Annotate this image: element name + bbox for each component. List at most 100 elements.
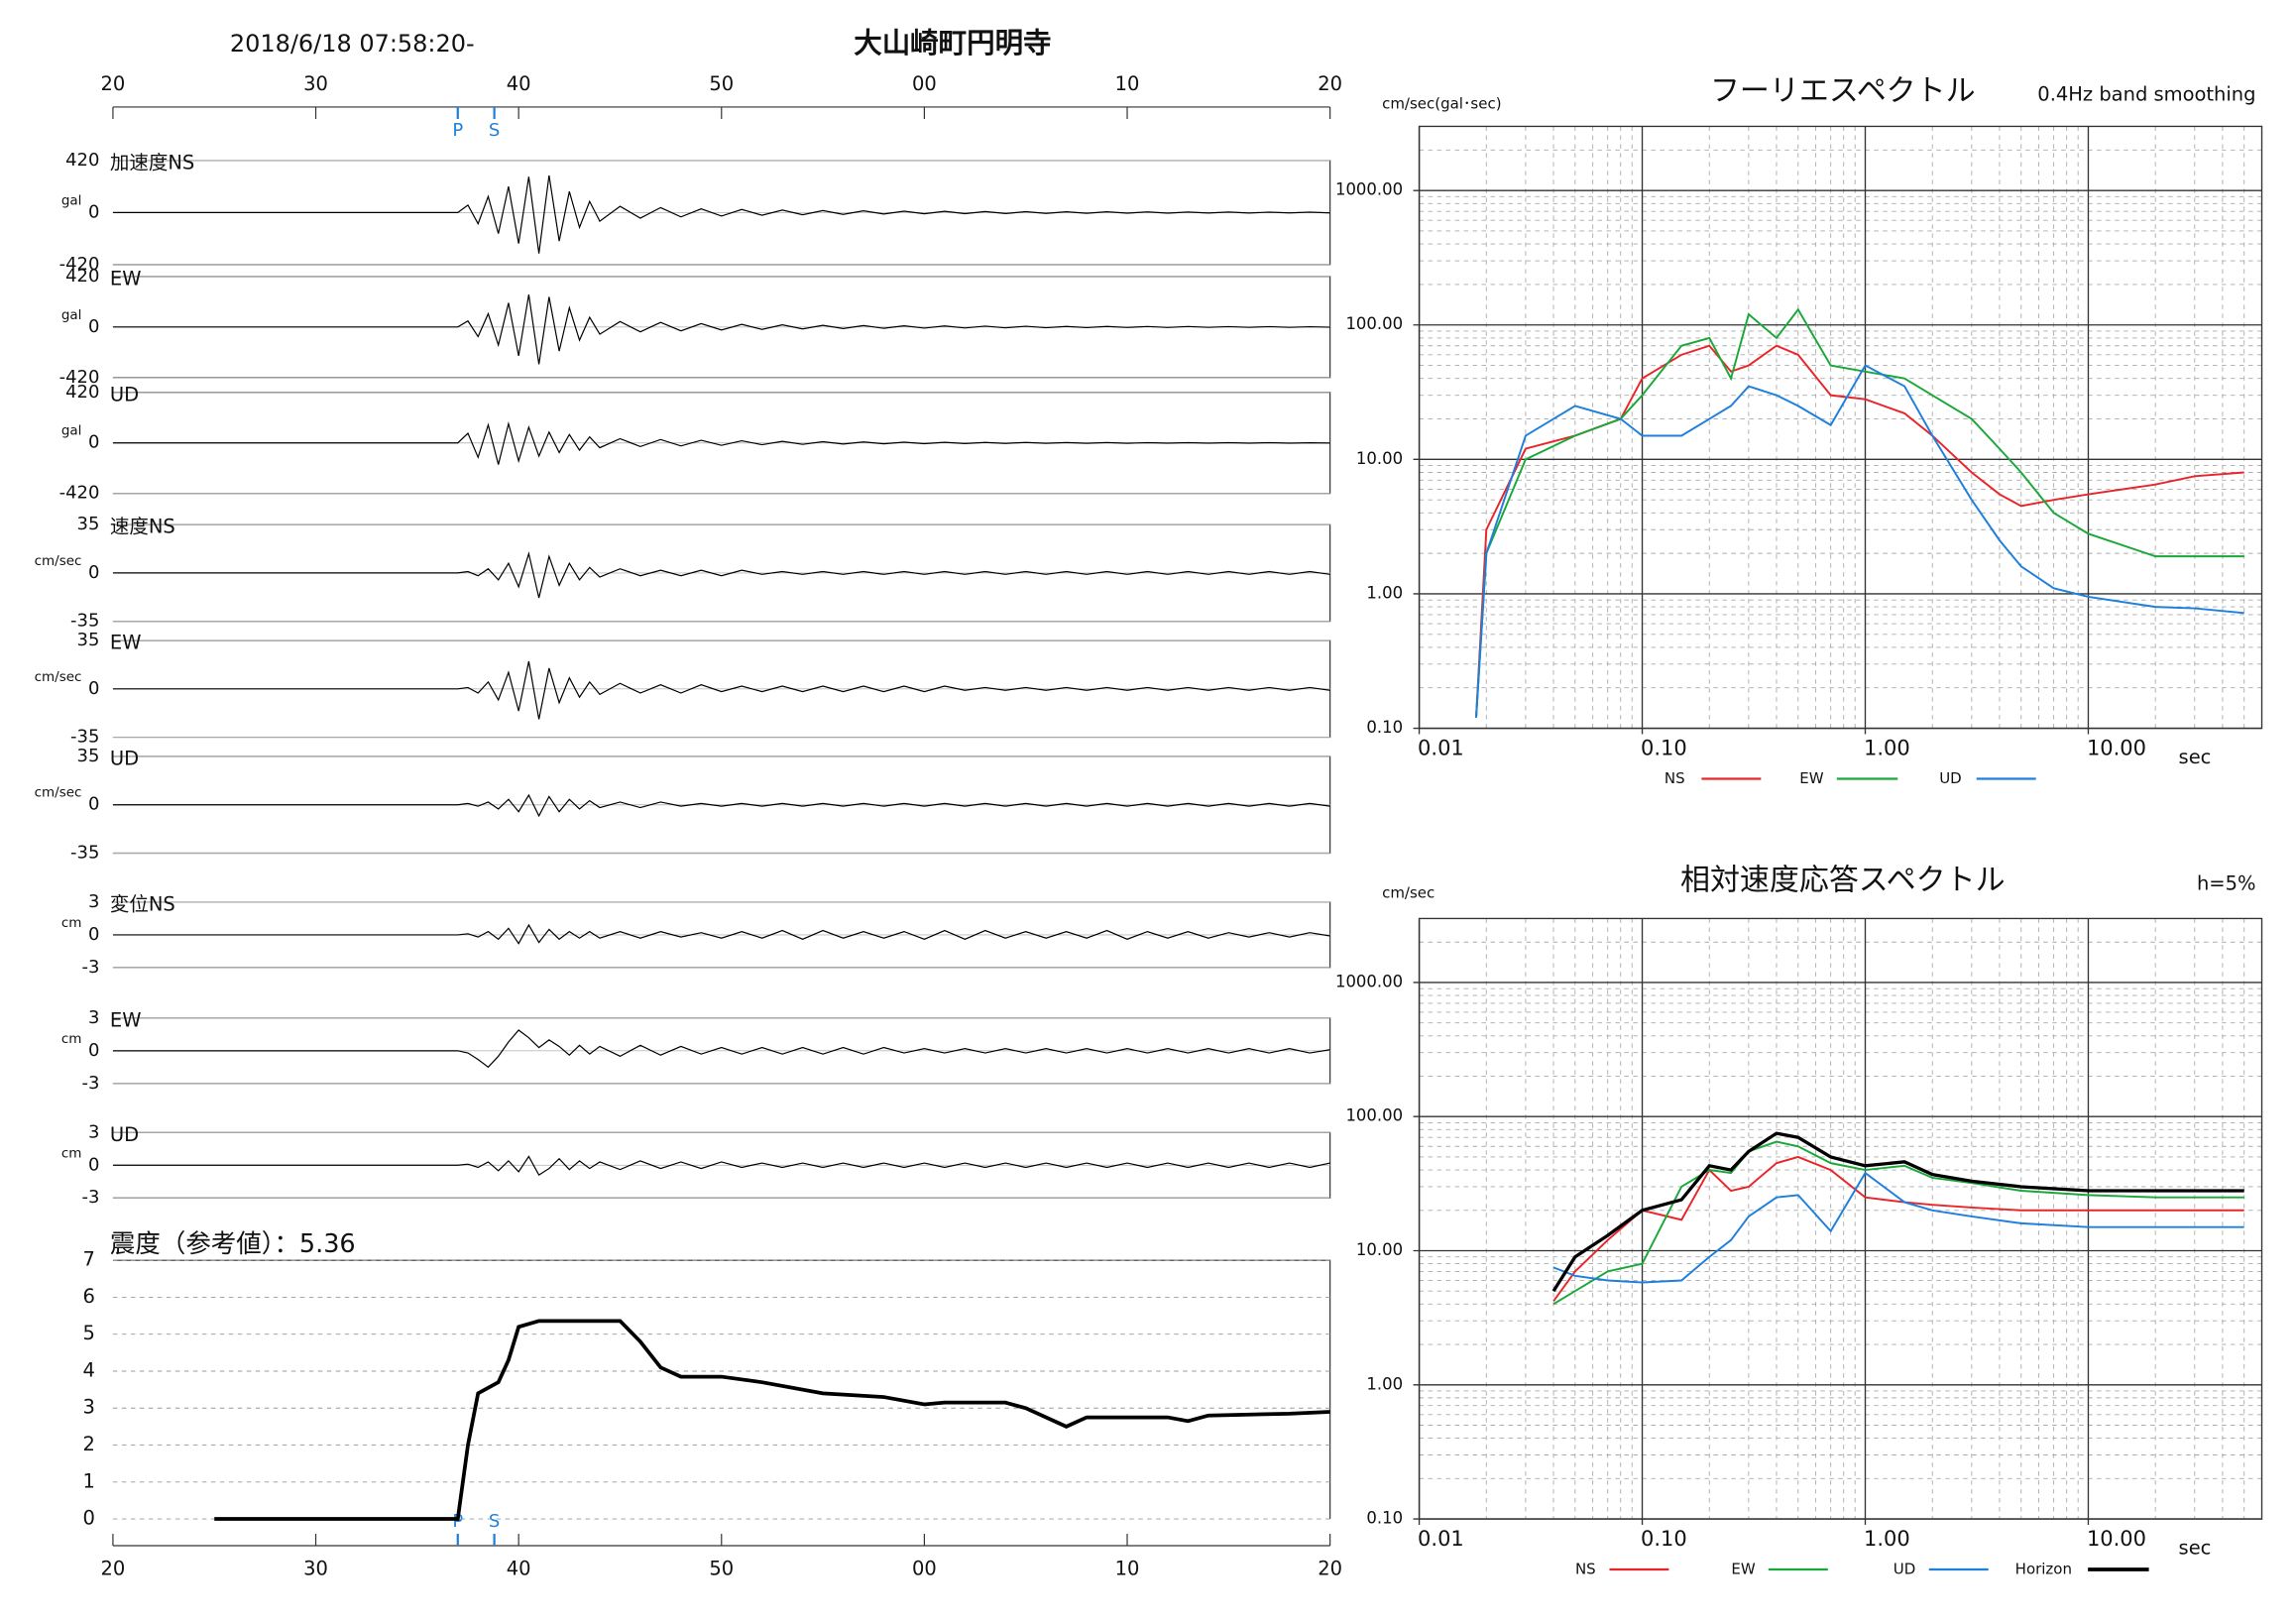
phase-label: S [489,1511,500,1532]
y-tick-label: -3 [82,1073,100,1094]
y-tick-label: 0 [88,1040,99,1061]
y-tick-label: 0.10 [1366,1509,1403,1528]
waveform [112,1029,1330,1069]
legend-label: UD [1939,769,1962,787]
spectrum-line [1552,1171,2244,1284]
y-tick-label: 420 [65,382,99,403]
legend-label: EW [1731,1561,1755,1578]
y-tick-label: -420 [59,483,100,504]
phase-label: S [489,120,500,141]
y-tick-label: 3 [88,1007,99,1028]
legend-label: NS [1665,769,1685,787]
unit-label: gal [61,192,82,208]
y-tick-label: -420 [59,367,100,388]
legend-label: NS [1575,1561,1596,1578]
y-tick-label: 35 [77,746,100,766]
legend-label: Horizon [2015,1561,2072,1578]
x-tick-label: 10.00 [2087,737,2146,760]
legend-label: UD [1894,1561,1916,1578]
y-tick-label: 35 [77,514,100,534]
y-tick-label: 1000.00 [1335,972,1403,990]
y-tick-label: -3 [82,1187,100,1208]
y-tick-label: 420 [65,150,99,171]
x-tick-label: 00 [912,72,937,95]
unit-label: cm/sec [35,669,82,685]
y-tick-label: 0 [88,316,99,337]
unit-label: cm [61,915,82,931]
plot-frame [1418,917,2263,1520]
phase-label: P [452,120,463,141]
y-tick-label: 2 [83,1433,95,1455]
x-axis-label: sec [2179,746,2212,768]
x-tick-label: 0.01 [1418,1527,1464,1551]
waveform [112,293,1330,365]
y-tick-label: 10.00 [1356,1240,1403,1259]
panel-label: EW [110,632,142,654]
panel-label: 加速度NS [110,151,194,174]
x-tick-label: 1.00 [1864,1527,1910,1551]
x-tick-label: 20 [101,1558,126,1580]
spectrum-line [1475,344,2244,718]
panel-label: 変位NS [110,892,175,915]
unit-label: cm/sec [35,553,82,569]
x-tick-label: 20 [1318,72,1342,95]
unit-label: cm [61,1145,82,1161]
unit-label: gal [61,423,82,439]
y-tick-label: 7 [83,1248,95,1271]
panel-label: UD [110,383,139,406]
y-tick-label: -35 [70,611,99,632]
intensity-title: 震度（参考値）：5.36 [110,1229,356,1259]
panel-label: EW [110,267,142,290]
x-tick-label: 40 [507,1558,531,1580]
y-tick-label: 0 [88,1154,99,1175]
x-tick-label: 40 [507,72,531,95]
y-tick-label: 1000.00 [1335,180,1403,199]
panel-frame [112,1259,1331,1520]
spectrum-line [1552,1155,2244,1303]
y-tick-label: 3 [88,891,99,912]
x-tick-label: 10 [1115,1558,1140,1580]
station: 大山崎町円明寺 [854,27,1051,59]
x-axis-label: sec [2179,1537,2212,1560]
y-tick-label: -3 [82,957,100,978]
panel-label: EW [110,1008,142,1031]
y-axis-label: cm/sec(gal･sec) [1382,94,1501,112]
waveform [112,551,1330,599]
waveform [112,174,1330,254]
waveform [112,660,1330,720]
x-tick-label: 30 [303,72,328,95]
y-tick-label: 0 [88,924,99,945]
y-tick-label: 0 [83,1507,95,1530]
x-tick-label: 1.00 [1864,737,1910,760]
waveform [112,1155,1330,1177]
x-tick-label: 0.10 [1641,1527,1687,1551]
spectrum-subtitle: h=5% [2197,871,2256,894]
spectrum-title: フーリエスペクトル [1710,73,1976,108]
y-tick-label: 100.00 [1345,314,1403,333]
y-tick-label: 0 [88,678,99,699]
x-tick-label: 0.10 [1641,737,1687,760]
y-axis-label: cm/sec [1382,883,1435,901]
x-tick-label: 50 [709,1558,734,1580]
intensity-line [214,1319,1330,1521]
y-tick-label: 6 [83,1285,95,1308]
y-tick-label: 1.00 [1366,1374,1403,1393]
panel-label: UD [110,1123,139,1146]
waveform [112,793,1330,818]
y-tick-label: 0 [88,201,99,222]
x-tick-label: 20 [1318,1558,1342,1580]
y-tick-label: 1 [83,1469,95,1492]
x-tick-label: 0.01 [1418,737,1464,760]
legend-label: EW [1799,769,1823,787]
y-tick-label: 0 [88,794,99,815]
waveform [112,420,1330,465]
panel-label: UD [110,748,139,770]
x-tick-label: 00 [912,1558,937,1580]
phase-label: P [452,1511,463,1532]
x-tick-label: 30 [303,1558,328,1580]
y-tick-label: -35 [70,727,99,748]
y-tick-label: 4 [83,1358,95,1381]
datetime: 2018/6/18 07:58:20- [230,30,475,58]
waveform [112,923,1330,945]
